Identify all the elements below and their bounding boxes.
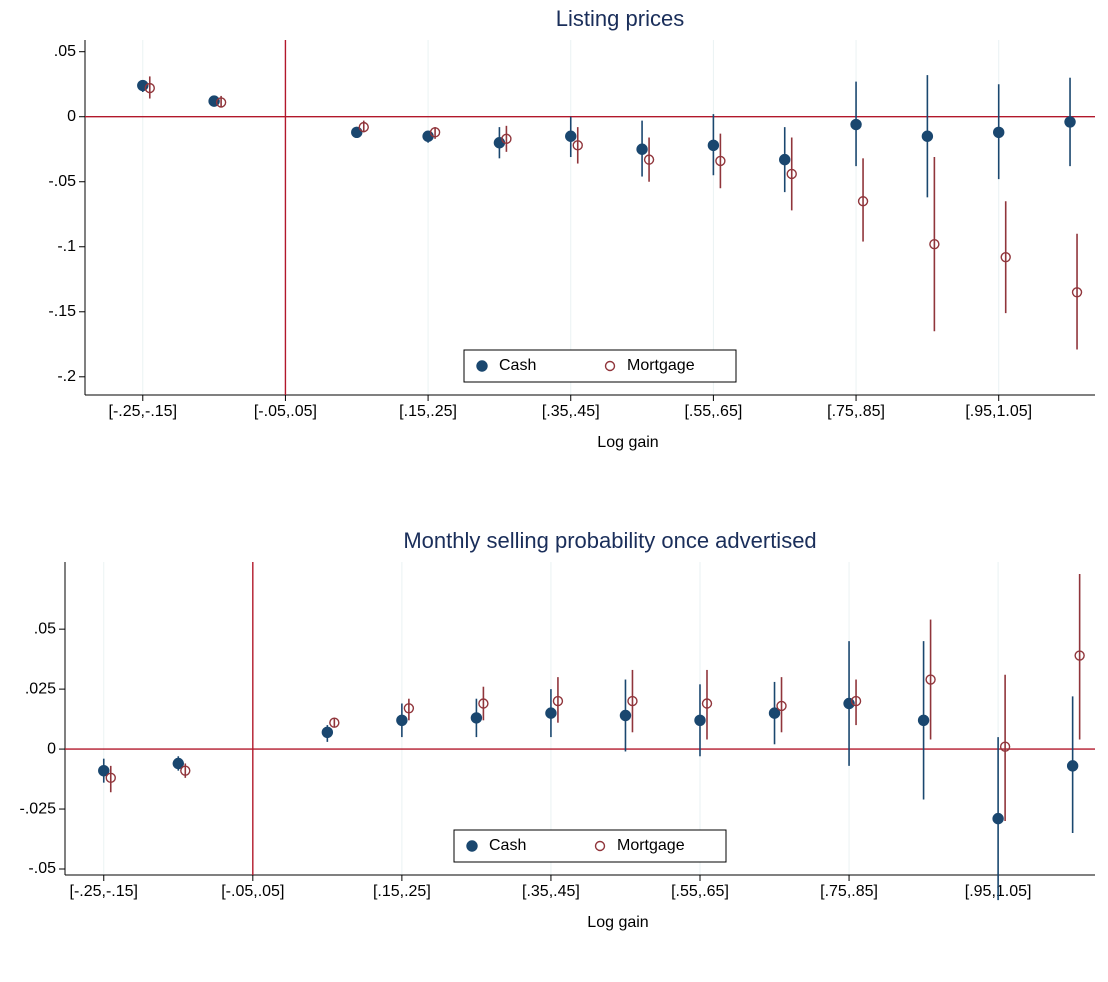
panel: Monthly selling probability once adverti… [20,528,1095,931]
legend-label: Mortgage [627,357,695,374]
point [215,97,227,108]
x-axis-label: Log gain [597,434,658,451]
point [1074,650,1085,661]
point [429,127,441,138]
y-tick-label: -.05 [28,860,56,877]
x-tick-label: [.55,.65] [671,883,729,900]
x-tick-label: [.35,.45] [522,883,580,900]
legend-box [453,829,727,863]
point [144,82,155,94]
legend-marker [604,360,616,372]
x-tick-label: [.15,.25] [373,883,431,900]
y-tick-label: 0 [67,108,76,125]
point [1066,760,1079,772]
point [619,709,632,722]
y-tick-label: .025 [25,680,56,697]
point [992,812,1004,825]
point [701,698,713,709]
point [329,717,340,728]
legend-marker [466,840,478,852]
point [98,764,110,777]
y-tick-label: -.025 [20,800,57,817]
point [358,121,369,133]
y-tick-label: -.2 [57,368,76,385]
point [917,714,930,726]
point [786,168,797,180]
x-tick-label: [-.25,-.15] [70,883,138,900]
point [857,196,869,207]
point [565,130,577,142]
x-tick-label: [.35,.45] [542,403,600,420]
x-tick-label: [-.05,.05] [254,403,317,420]
chart-title: Listing prices [556,6,684,31]
point [1000,251,1011,263]
y-tick-label: -.05 [48,173,76,190]
point [1071,287,1083,298]
point [572,140,583,151]
y-tick-label: 0 [47,740,56,757]
legend-label: Cash [499,357,536,374]
point [643,154,655,165]
point [321,726,334,738]
legend-marker [476,360,488,372]
point [470,712,483,724]
point [715,155,726,167]
point [627,695,638,707]
point [493,137,506,149]
x-tick-label: [.95,1.05] [965,403,1032,420]
point [422,130,434,142]
point [707,139,720,152]
point [929,238,940,250]
y-tick-label: -.15 [48,303,76,320]
point [694,714,706,726]
panel: Listing prices [-.25,-.15] [-.05,.05] [.15,… [48,6,1095,451]
point [1064,116,1076,128]
point [850,118,862,131]
y-tick-label: -.1 [57,238,76,255]
point [545,707,557,719]
point [999,741,1011,752]
point [501,133,512,145]
chart-title: Monthly selling probability once adverti… [403,528,816,553]
x-tick-label: [.55,.65] [684,403,742,420]
x-tick-label: [-.05,.05] [221,883,284,900]
x-axis-label: Log gain [587,914,648,931]
point [925,674,936,685]
point [403,703,415,714]
legend-label: Cash [489,837,526,854]
y-tick-label: .05 [54,43,76,60]
point [993,126,1005,139]
point [636,143,648,155]
point [478,698,489,709]
point [552,695,564,707]
point [351,126,363,139]
legend-label: Mortgage [617,837,685,854]
point [779,153,791,166]
point [180,765,191,776]
point [396,714,408,726]
point [172,757,184,770]
x-tick-label: [-.25,-.15] [109,403,177,420]
point [776,700,787,712]
point [768,707,781,719]
legend-marker [594,840,606,852]
y-tick-label: .05 [34,620,56,637]
point [921,130,934,142]
legend-box [463,349,737,383]
x-tick-label: [.75,.85] [820,883,878,900]
point [105,772,116,784]
x-tick-label: [.75,.85] [827,403,885,420]
x-tick-label: [.15,.25] [399,403,457,420]
point [850,695,862,707]
